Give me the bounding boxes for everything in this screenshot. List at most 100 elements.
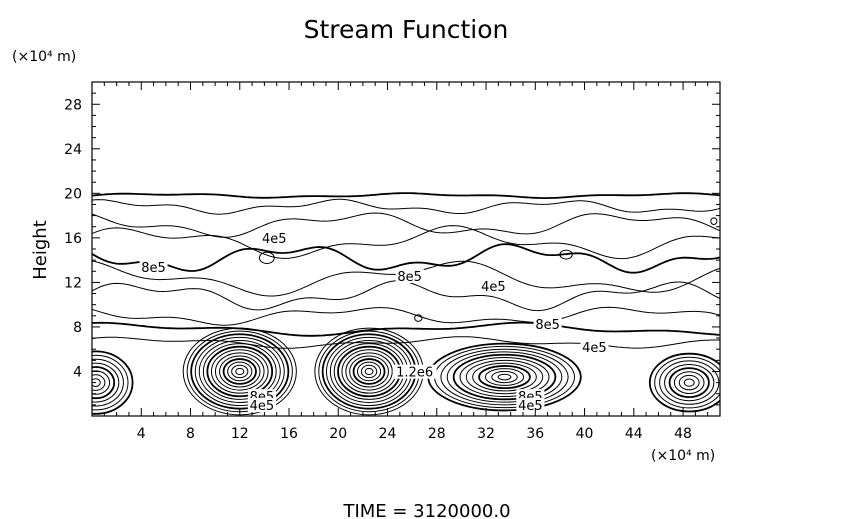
vortex-contour xyxy=(478,365,531,390)
contour-label: 4e5 xyxy=(250,399,275,414)
contour-label: 8e5 xyxy=(535,318,560,333)
vortex-contour xyxy=(182,327,297,416)
contour-label-bg xyxy=(395,268,424,283)
contour-label-bg xyxy=(260,231,289,246)
x-tick-label: 40 xyxy=(576,426,594,442)
vortex-contour xyxy=(337,345,401,398)
contour-line xyxy=(92,212,720,238)
x-tick-label: 32 xyxy=(477,426,495,442)
x-tick-label: 44 xyxy=(625,426,643,442)
y-unit-label: (×10⁴ m) xyxy=(12,49,76,65)
vortex-contour xyxy=(214,352,265,391)
closed-contour xyxy=(414,314,423,322)
vortex-contour xyxy=(235,367,245,376)
contour-label: 1.2e6 xyxy=(396,366,433,381)
time-label: TIME = 3120000.0 xyxy=(342,501,510,519)
closed-contour xyxy=(559,249,573,260)
x-tick-labels: 4 8 12 16 20 24 28 32 36 40 44 48 xyxy=(137,426,692,442)
y-tick-label: 28 xyxy=(64,97,82,113)
x-tick-label: 20 xyxy=(329,426,347,442)
contour-label-bg xyxy=(479,278,508,293)
vortex-contour xyxy=(683,378,695,387)
x-tick-label: 36 xyxy=(526,426,544,442)
vortex-contour xyxy=(356,361,382,382)
vortex-contour xyxy=(427,342,582,412)
vortex-contour xyxy=(92,366,116,400)
vortex-contour xyxy=(673,371,705,395)
contour-label-bg xyxy=(580,340,609,355)
contour-line xyxy=(92,306,720,326)
contour-line xyxy=(92,243,720,274)
vortex-contour xyxy=(664,364,715,402)
vortex-contour xyxy=(654,356,720,409)
vortex-contour xyxy=(349,355,389,388)
vortex-contour xyxy=(668,367,710,399)
y-tick-label: 8 xyxy=(73,320,82,336)
contour-label: 8e5 xyxy=(397,270,422,285)
vortex-contour xyxy=(92,354,129,411)
closed-contour xyxy=(258,251,275,265)
contour-line xyxy=(92,280,720,312)
contour-label-bg xyxy=(516,398,545,413)
vortex-contour xyxy=(92,358,124,407)
vortex-contour xyxy=(465,359,544,395)
x-tick-label: 4 xyxy=(137,426,146,442)
vortex-contour xyxy=(92,370,111,395)
vortex-contour xyxy=(648,352,720,413)
contour-line xyxy=(92,321,720,337)
vortex-contour xyxy=(440,348,569,406)
contour-lines xyxy=(92,192,720,416)
contour-line xyxy=(92,198,720,215)
x-tick-label: 12 xyxy=(231,426,249,442)
vortex-contour xyxy=(352,358,386,385)
vortex-contour xyxy=(92,362,120,403)
vortex-contour xyxy=(92,378,101,387)
contour-label-bg xyxy=(139,260,168,275)
vortex-contour xyxy=(219,355,261,388)
y-tick-label: 20 xyxy=(64,186,82,202)
x-tick-label: 8 xyxy=(186,426,195,442)
x-tick-label: 24 xyxy=(379,426,397,442)
contour-label: 4e5 xyxy=(518,399,543,414)
contour-label: 4e5 xyxy=(582,341,607,356)
vortex-contour xyxy=(202,343,277,400)
x-tick-label: 48 xyxy=(674,426,692,442)
contour-label: 8e5 xyxy=(141,261,166,276)
contour-label: 4e5 xyxy=(262,232,287,247)
closed-contour xyxy=(710,217,718,225)
contour-label-bg xyxy=(247,398,276,413)
y-tick-labels: 4 8 12 16 20 24 28 xyxy=(64,97,82,380)
contour-line xyxy=(92,192,720,200)
contour-line xyxy=(92,225,720,260)
vortex-contour xyxy=(92,374,106,391)
vortex-contour xyxy=(452,353,557,401)
vortex-contour xyxy=(497,373,512,381)
vortex-contour xyxy=(459,357,550,398)
y-tick-label: 12 xyxy=(64,275,82,291)
vortex-contour xyxy=(198,339,281,403)
vortex-contour xyxy=(360,364,378,379)
vortex-contour xyxy=(227,361,253,382)
contour-line xyxy=(92,336,720,349)
vortex-contour xyxy=(194,336,285,407)
vortex-contour xyxy=(446,351,563,403)
vortex-contour xyxy=(484,368,525,386)
vortex-contour xyxy=(491,370,518,384)
x-tick-label: 28 xyxy=(428,426,446,442)
x-unit-label: (×10⁴ m) xyxy=(651,448,715,464)
contour-label-bg xyxy=(392,364,437,379)
y-tick-label: 24 xyxy=(64,142,82,158)
contour-label-bg xyxy=(533,316,562,331)
y-tick-label: 4 xyxy=(73,364,82,380)
x-tick-label: 16 xyxy=(280,426,298,442)
vortex-contour xyxy=(206,345,274,398)
y-tick-label: 16 xyxy=(64,231,82,247)
vortex-contour xyxy=(345,352,393,391)
vortex-contour xyxy=(231,364,249,379)
y-axis-label: Height xyxy=(30,220,51,280)
axis-ticks xyxy=(92,82,720,416)
vortex-contour xyxy=(210,349,269,394)
vortex-contour xyxy=(472,362,537,392)
chart-title: Stream Function xyxy=(304,15,509,44)
